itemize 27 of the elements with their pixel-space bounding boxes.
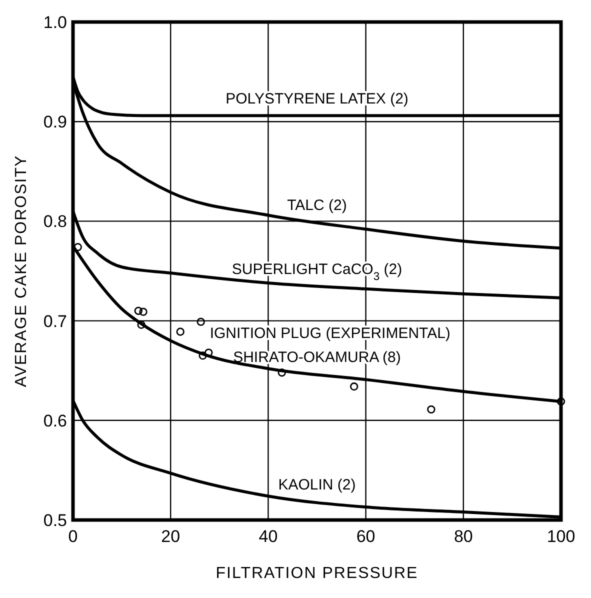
point	[74, 242, 82, 252]
point	[427, 405, 436, 414]
point	[137, 320, 146, 329]
y-tick-label: 0.6	[43, 411, 67, 430]
point	[196, 318, 205, 326]
point	[556, 397, 566, 406]
x-tick-label: 100	[546, 527, 576, 546]
y-axis-title: AVERAGE CAKE POROSITY	[13, 154, 30, 388]
x-tick-label: 80	[454, 527, 473, 546]
x-axis-title: FILTRATION PRESSURE	[216, 565, 418, 582]
point	[139, 308, 148, 316]
point	[198, 352, 207, 360]
point	[176, 328, 184, 336]
y-tick-label: 0.7	[43, 312, 67, 331]
x-tick-label: 60	[356, 527, 376, 546]
series-label: TALC (2)	[287, 197, 347, 214]
y-tick-label: 1.0	[43, 12, 67, 32]
point	[278, 368, 286, 377]
x-tick-label: 20	[161, 527, 180, 546]
x-tick-label: 40	[258, 527, 278, 546]
y-tick-label: 0.9	[43, 112, 67, 132]
series-label: KAOLIN (2)	[278, 476, 356, 494]
x-tick-label: 0	[68, 527, 78, 546]
point	[350, 382, 358, 391]
y-tick-label: 0.5	[43, 510, 67, 530]
point	[134, 306, 142, 315]
y-tick-label: 0.8	[43, 212, 67, 232]
